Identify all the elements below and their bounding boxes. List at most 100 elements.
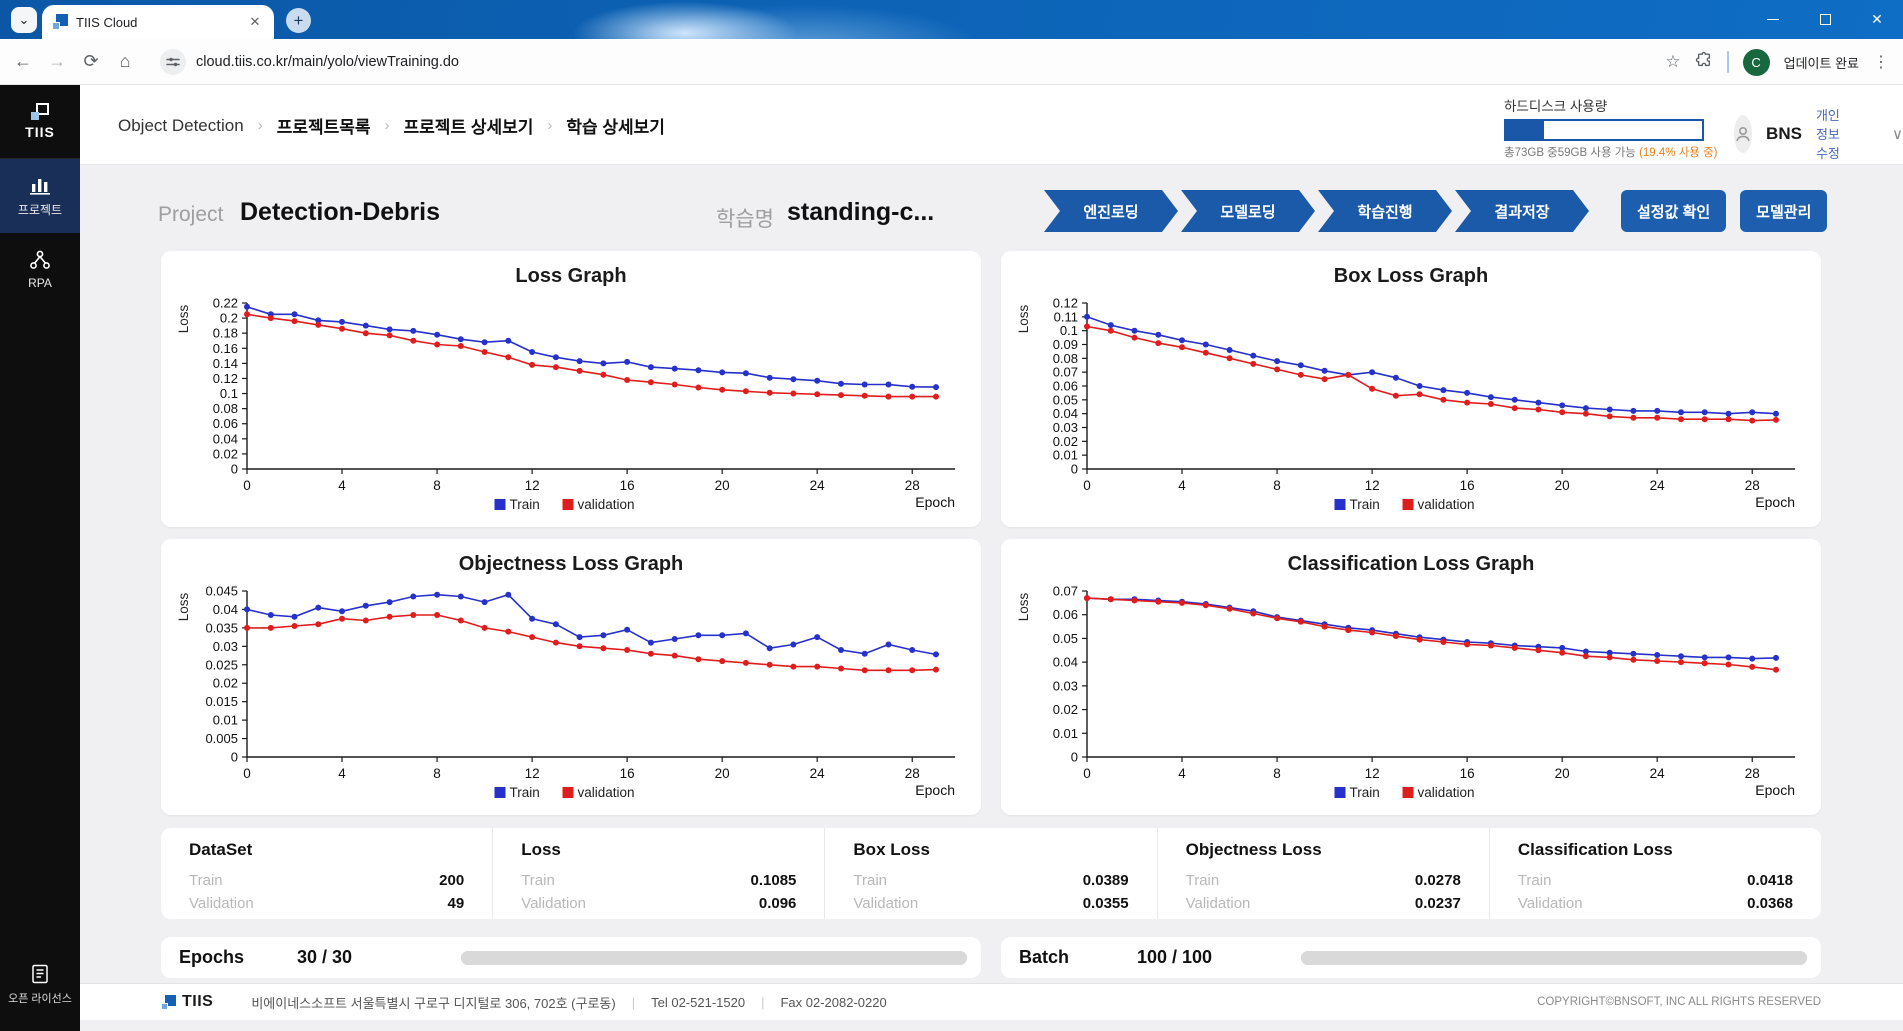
extensions-icon[interactable] [1695,51,1713,74]
training-steps: 엔진로딩 모델로딩 학습진행 결과저장 [1044,190,1589,232]
svg-text:0.03: 0.03 [1053,420,1078,435]
summary-loss: Loss Train 0.1085 Validation 0.096 [492,828,824,919]
tiis-logo-icon [31,103,49,120]
back-icon[interactable]: ← [14,51,32,71]
summary-classification-loss: Classification Loss Train 0.0418 Validati… [1488,828,1821,919]
close-button[interactable]: ✕ [1851,0,1903,39]
svg-text:20: 20 [715,766,730,781]
svg-text:12: 12 [525,478,540,493]
svg-text:0.18: 0.18 [213,326,238,341]
reload-icon[interactable]: ⟳ [83,51,99,71]
sidebar-item-rpa[interactable]: RPA [0,233,80,307]
new-tab-button[interactable]: + [286,8,311,33]
tab-search-button[interactable]: ⌄ [11,7,37,33]
page-footer: TIIS 비에이네스소프트 서울특별시 구로구 디지털로 306, 702호 (… [80,983,1903,1020]
svg-text:0.06: 0.06 [1053,379,1078,394]
svg-text:validation: validation [1418,785,1475,800]
tab-close-icon[interactable]: ✕ [249,14,261,29]
step-engine-loading: 엔진로딩 [1044,190,1178,232]
disk-usage: 하드디스크 사용량 총73GB 중59GB 사용 가능 (19.4% 사용 중) [1504,95,1717,160]
svg-text:8: 8 [1273,478,1281,493]
svg-text:24: 24 [810,766,826,781]
home-icon[interactable]: ⌂ [119,51,131,71]
breadcrumb-item[interactable]: 프로젝트목록 [276,118,371,137]
svg-text:4: 4 [338,478,346,493]
epochs-label: Epochs [179,947,245,967]
svg-text:Train: Train [1350,785,1380,800]
project-label: Project [158,203,224,226]
project-name: Detection-Debris [240,198,441,226]
maximize-icon [1819,14,1831,25]
bar-chart-icon [30,178,50,195]
summary-box-loss: Box Loss Train 0.0389 Validation 0.0355 [824,828,1156,919]
svg-text:16: 16 [1460,478,1475,493]
site-info-icon[interactable] [160,48,186,75]
license-icon [32,964,48,984]
window-titlebar: ⌄ TIIS Cloud ✕ + ✕ [0,0,1903,39]
sidebar-item-label: 오픈 라이선스 [8,993,72,1005]
svg-text:28: 28 [1745,766,1760,781]
browser-menu-icon[interactable]: ⋮ [1873,54,1889,71]
bookmark-star-icon[interactable]: ☆ [1665,52,1681,71]
sidebar-logo[interactable]: TIIS [0,85,80,159]
check-settings-button[interactable]: 설정값 확인 [1621,190,1727,232]
browser-toolbar: ← → ⟳ ⌂ cloud.tiis.co.kr/main/yolo/viewT… [0,39,1903,85]
step-save-result: 결과저장 [1455,190,1589,232]
forward-icon[interactable]: → [48,51,66,71]
svg-text:16: 16 [1460,766,1475,781]
sidebar-logo-text: TIIS [25,124,55,140]
tab-title: TIIS Cloud [76,14,138,30]
svg-text:0.08: 0.08 [1053,351,1078,366]
svg-text:0.005: 0.005 [205,731,238,746]
minimize-button[interactable] [1747,0,1799,39]
browser-profile-avatar[interactable]: C [1742,48,1770,76]
footer-copyright: COPYRIGHT©BNSOFT, INC ALL RIGHTS RESERVE… [1537,996,1821,1008]
browser-tab[interactable]: TIIS Cloud ✕ [42,5,274,39]
svg-text:Loss: Loss [1016,592,1031,621]
svg-text:8: 8 [433,766,441,781]
svg-text:Epoch: Epoch [1755,494,1795,510]
user-avatar[interactable] [1734,114,1753,153]
svg-text:Train: Train [510,785,540,800]
breadcrumb-item[interactable]: 학습 상세보기 [566,118,665,137]
svg-text:0.01: 0.01 [1053,448,1078,463]
svg-text:0.1: 0.1 [220,386,238,401]
svg-text:0: 0 [243,766,251,781]
breadcrumb-item[interactable]: 프로젝트 상세보기 [403,118,534,137]
classification-loss-graph-card: Classification Loss Graph Loss 0 0.01 0.02 0.… [1001,539,1821,815]
sidebar-item-project[interactable]: 프로젝트 [0,159,80,233]
svg-text:12: 12 [1365,766,1380,781]
svg-text:0.04: 0.04 [1053,406,1078,421]
box-loss-graph-card: Box Loss Graph Loss 0 0.01 0.02 0.03 0.04 0.05 0… [1001,251,1821,527]
svg-text:Train: Train [1350,497,1380,512]
svg-text:0.06: 0.06 [213,416,238,431]
batch-label: Batch [1019,947,1070,967]
svg-text:0.16: 0.16 [213,341,238,356]
svg-text:8: 8 [433,478,441,493]
svg-text:0.12: 0.12 [1053,296,1078,311]
breadcrumb-item[interactable]: Object Detection [118,115,244,135]
model-manage-button[interactable]: 모델관리 [1740,190,1828,232]
close-icon: ✕ [1871,11,1883,27]
svg-text:20: 20 [1555,478,1570,493]
svg-text:validation: validation [578,785,635,800]
tiis-favicon-icon [52,14,68,30]
maximize-button[interactable] [1799,0,1851,39]
user-menu-chevron-icon[interactable]: ∨ [1892,125,1903,143]
browser-update-button[interactable]: 업데이트 완료 [1783,55,1859,71]
svg-text:0.015: 0.015 [205,694,238,709]
svg-text:0.07: 0.07 [1053,584,1078,599]
project-title-row: Project Detection-Debris 학습명 standing-c.… [80,165,1903,265]
training-name: standing-c... [787,198,935,226]
network-icon [30,250,50,269]
edit-profile-link[interactable]: 개인정보수정 [1815,108,1840,161]
svg-text:0.1: 0.1 [1060,323,1078,338]
box-loss-graph-chart: Box Loss GraphLoss00.010.020.030.040.050… [1016,265,1795,512]
footer-address: 비에이네스소프트 서울특별시 구로구 디지털로 306, 702호 (구로동) [251,995,616,1011]
svg-text:0.04: 0.04 [1053,655,1078,670]
svg-text:Epoch: Epoch [915,782,955,798]
svg-text:Epoch: Epoch [1755,782,1795,798]
sidebar-item-open-license[interactable]: 오픈 라이선스 [0,953,80,1017]
address-bar[interactable]: cloud.tiis.co.kr/main/yolo/viewTraining.… [160,48,459,75]
svg-text:0.04: 0.04 [213,602,238,617]
